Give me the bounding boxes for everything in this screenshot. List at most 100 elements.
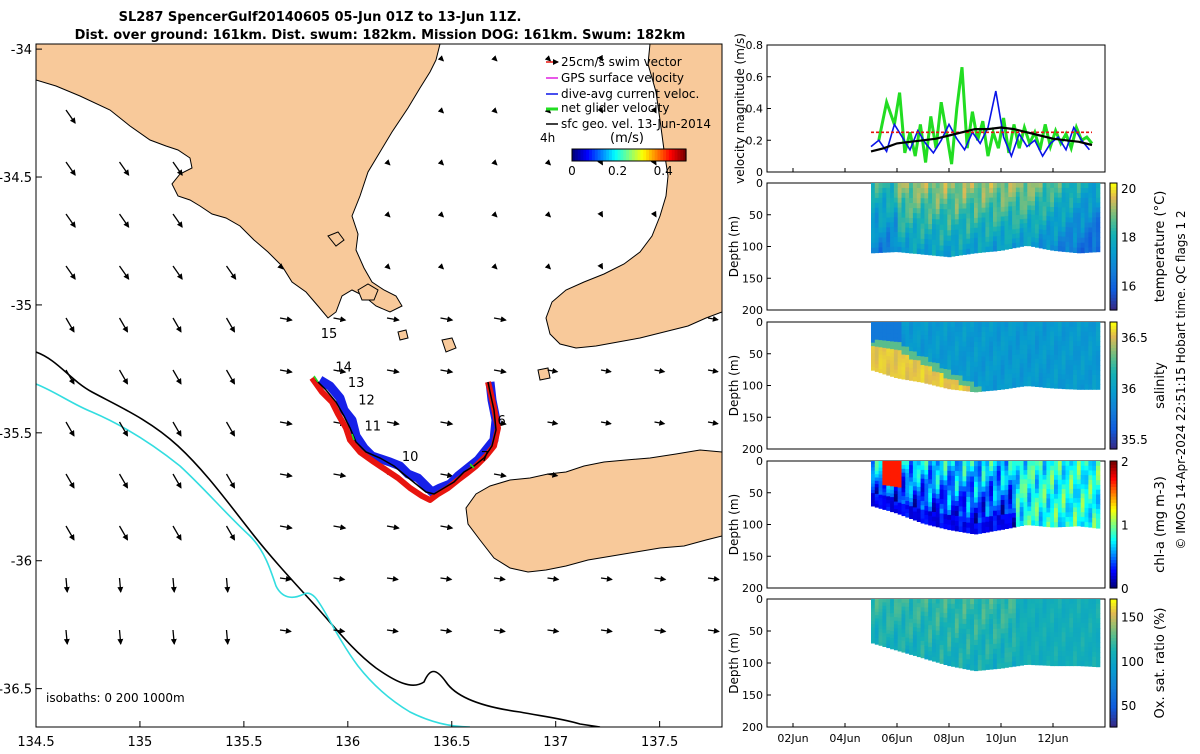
chl-a-cell [901, 488, 906, 493]
salinity-cell [970, 361, 975, 368]
chl-a-cell [939, 508, 944, 514]
current-arrow [493, 627, 506, 634]
oxygen-cell [932, 634, 937, 640]
chl-a-cell [874, 487, 880, 492]
chl-a-cell [1065, 507, 1070, 513]
salinity-cell [993, 360, 998, 367]
oxygen-cell [996, 643, 1002, 650]
chl-a-cell [1076, 511, 1082, 517]
salinity-cell [1046, 382, 1051, 389]
chl-a-cell [1065, 489, 1070, 495]
oxygen-cell [947, 641, 952, 648]
salinity-colorbar-cell [1110, 442, 1117, 447]
temperature-cell [1084, 207, 1089, 214]
temperature-cell [993, 212, 998, 218]
salinity-cell [897, 346, 902, 351]
current-arrow [172, 317, 182, 333]
oxygen-cell [1096, 652, 1101, 658]
temperature-cell [890, 227, 895, 233]
salinity-cell [1012, 340, 1017, 346]
chl-a-cell [932, 465, 937, 471]
oxygen-cell [1042, 646, 1047, 652]
temperature-cell [977, 227, 983, 234]
time-x-tick-label: 04Jun [829, 732, 860, 745]
salinity-cell [989, 375, 994, 381]
chl-a-cell [1012, 489, 1017, 495]
current-arrow [65, 369, 75, 385]
salinity-cell [1012, 322, 1017, 328]
chl-a-cell [1057, 475, 1063, 481]
temperature-cell [897, 212, 902, 218]
oxygen-cell [939, 640, 944, 646]
salinity-cell [890, 345, 895, 350]
salinity-cell [985, 322, 990, 328]
oxygen-cell [1019, 608, 1024, 614]
current-arrow [118, 369, 129, 385]
salinity-cell [954, 322, 960, 328]
salinity-cell [977, 331, 983, 338]
chl-a-cell [981, 527, 986, 534]
chl-a-cell [947, 505, 952, 511]
temperature-cell [962, 208, 967, 215]
chl-a-cell [920, 505, 925, 511]
isobath-1000m [36, 383, 471, 727]
salinity-cell [928, 379, 933, 385]
temperature-cell [1088, 187, 1093, 194]
temperature-cell [1046, 230, 1051, 236]
salinity-cell [1061, 350, 1066, 356]
salinity-cell [1073, 341, 1078, 347]
temperature-cell [932, 198, 937, 205]
salinity-cell [1050, 378, 1055, 384]
oxygen-cell [1050, 651, 1055, 657]
salinity-cell [989, 356, 994, 362]
chl-a-cell [886, 489, 891, 494]
chl-a-cell [970, 512, 975, 519]
salinity-cell [1084, 346, 1089, 352]
temperature-cell [977, 212, 983, 219]
oxygen-cell [935, 630, 941, 636]
chl-a-cell [878, 474, 883, 479]
temperature-cell [954, 219, 960, 225]
chl-a-cell [1076, 521, 1082, 527]
chl-a-cell [932, 461, 937, 467]
oxygen-cell [947, 637, 952, 643]
temperature-cell [1015, 192, 1021, 198]
chl-a-cell [958, 476, 963, 482]
temperature-cell [966, 193, 971, 199]
speed-colorbar: 0 0.2 0.4 [568, 148, 687, 178]
salinity-cell [939, 335, 944, 341]
salinity-cell [947, 379, 952, 385]
salinity-cell [1019, 354, 1024, 360]
salinity-cell [1042, 331, 1047, 337]
chl-a-cell [916, 508, 922, 514]
salinity-cell [1019, 340, 1024, 346]
oxygen-cell [951, 632, 956, 638]
salinity-colorbar-cell [1110, 410, 1117, 415]
oxygen-cell [1035, 646, 1040, 652]
chl-a-cell [1027, 511, 1032, 517]
salinity-cell [901, 366, 906, 372]
oxygen-cell [1027, 631, 1032, 637]
temperature-cell [1050, 183, 1055, 189]
oxygen-cell [954, 603, 960, 610]
chl-a-cell [1031, 479, 1036, 485]
map-frame [35, 43, 723, 728]
temperature-cell [901, 183, 906, 189]
salinity-cell [1023, 363, 1028, 369]
salinity-cell [989, 326, 994, 333]
current-arrow [493, 316, 507, 323]
temperature-cell [1084, 183, 1089, 189]
temperature-cell [871, 222, 876, 229]
salinity-cell [985, 361, 990, 367]
oxygen-cell [882, 639, 887, 644]
chl-a-cell [970, 486, 975, 493]
temperature-cell [970, 238, 975, 244]
temperature-cell [897, 192, 902, 199]
oxygen-cell [897, 636, 902, 641]
chl-a-cell [974, 528, 979, 535]
chl-a-colorbar-cell [1110, 562, 1117, 567]
temperature-cell [951, 203, 956, 210]
salinity-cell [890, 333, 895, 338]
oxygen-cell [1054, 608, 1059, 614]
